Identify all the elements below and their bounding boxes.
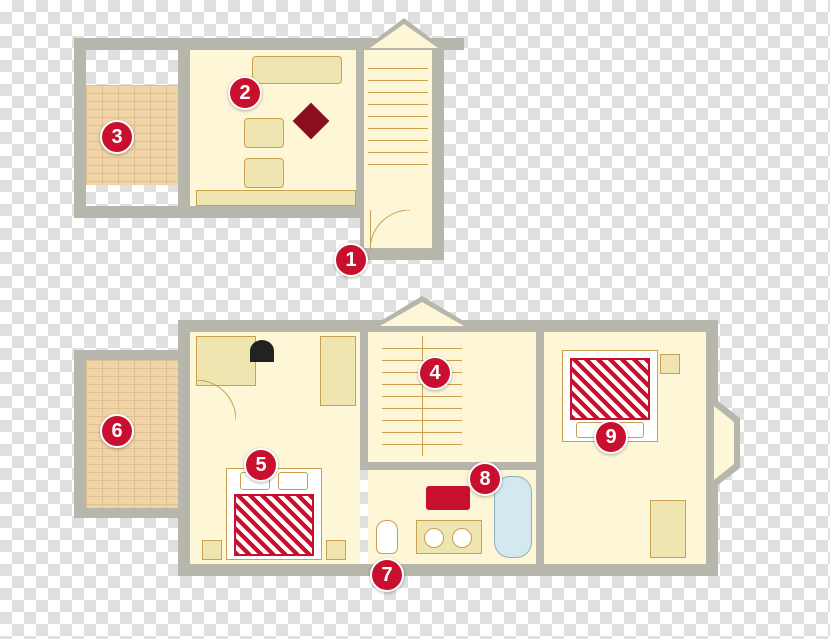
marker-1[interactable]: 1 bbox=[334, 243, 368, 277]
marker-7-label: 7 bbox=[381, 564, 392, 587]
desk bbox=[196, 336, 256, 386]
upper-counter bbox=[196, 190, 356, 206]
sink-1 bbox=[424, 528, 444, 548]
marker-8[interactable]: 8 bbox=[468, 462, 502, 496]
upper-stairs bbox=[368, 56, 428, 176]
marker-2[interactable]: 2 bbox=[228, 76, 262, 110]
marker-8-label: 8 bbox=[479, 468, 490, 491]
door-arc-bedroom-left bbox=[196, 380, 236, 420]
bed-left-cover bbox=[234, 494, 314, 556]
armchair-2 bbox=[244, 158, 284, 188]
wardrobe-left bbox=[320, 336, 356, 406]
lower-outer-bottom bbox=[178, 564, 718, 576]
lower-balcony-top bbox=[74, 350, 184, 360]
upper-outer-wall-right bbox=[432, 38, 444, 260]
lower-stairs bbox=[382, 336, 462, 456]
lower-balcony-bot bbox=[74, 508, 184, 518]
marker-5-label: 5 bbox=[255, 454, 266, 477]
marker-6-label: 6 bbox=[111, 420, 122, 443]
marker-4-label: 4 bbox=[429, 362, 440, 385]
marker-3-label: 3 bbox=[111, 126, 122, 149]
nightstand-l1 bbox=[202, 540, 222, 560]
right-bay-window bbox=[714, 398, 744, 488]
marker-5[interactable]: 5 bbox=[244, 448, 278, 482]
upper-bay bbox=[364, 18, 444, 48]
nightstand-r1 bbox=[660, 354, 680, 374]
upper-mid-wall2 bbox=[356, 50, 364, 210]
lower-wall-c bbox=[536, 332, 544, 568]
marker-4[interactable]: 4 bbox=[418, 356, 452, 390]
chair-icon bbox=[250, 340, 274, 362]
lower-wall-b bbox=[360, 462, 544, 470]
armchair-1 bbox=[244, 118, 284, 148]
wardrobe-right bbox=[650, 500, 686, 558]
bathtub bbox=[494, 476, 532, 558]
bed-right-cover bbox=[570, 358, 650, 420]
marker-9-label: 9 bbox=[605, 426, 616, 449]
upper-outer-wall-left bbox=[74, 38, 86, 218]
marker-9[interactable]: 9 bbox=[594, 420, 628, 454]
upper-outer-wall-bottom bbox=[74, 206, 374, 218]
sink-2 bbox=[452, 528, 472, 548]
lower-outer-left bbox=[74, 350, 86, 518]
marker-6[interactable]: 6 bbox=[100, 414, 134, 448]
marker-1-label: 1 bbox=[345, 249, 356, 272]
sofa bbox=[252, 56, 342, 84]
red-cabinet bbox=[426, 486, 470, 510]
upper-mid-wall bbox=[178, 50, 190, 210]
marker-2-label: 2 bbox=[239, 82, 250, 105]
marker-7[interactable]: 7 bbox=[370, 558, 404, 592]
nightstand-l2 bbox=[326, 540, 346, 560]
upper-door-arc bbox=[370, 210, 410, 250]
pillow-l2 bbox=[278, 472, 308, 490]
marker-3[interactable]: 3 bbox=[100, 120, 134, 154]
lower-bay bbox=[372, 296, 472, 326]
toilet bbox=[376, 520, 398, 554]
lower-wall-a bbox=[360, 332, 368, 468]
